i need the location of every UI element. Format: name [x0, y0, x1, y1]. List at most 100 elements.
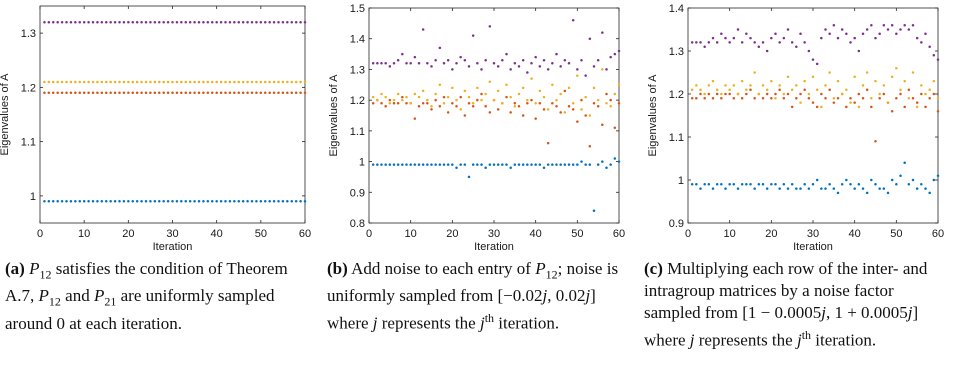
data-point — [707, 84, 711, 87]
data-point — [250, 91, 254, 95]
data-point — [52, 21, 55, 24]
data-point — [576, 68, 579, 71]
caption-text: satisfies the condition of Theorem A.7, — [5, 259, 288, 306]
y-tick-label: 1.3 — [21, 28, 36, 40]
data-point — [162, 200, 165, 203]
data-point — [250, 80, 254, 84]
data-point — [480, 98, 483, 102]
data-point — [446, 95, 450, 99]
data-point — [438, 105, 442, 108]
data-point — [171, 80, 174, 84]
data-point — [815, 178, 819, 182]
data-point — [559, 65, 562, 68]
data-point — [224, 91, 227, 95]
data-point — [197, 91, 201, 95]
data-point — [542, 95, 546, 99]
data-point — [820, 187, 823, 190]
data-point — [601, 31, 604, 34]
data-point — [82, 91, 86, 95]
data-point — [237, 200, 240, 203]
data-point — [69, 21, 73, 24]
data-point — [135, 21, 139, 24]
data-point — [405, 163, 408, 166]
caption-b: (b) Add noise to each entry of P12; nois… — [327, 258, 627, 335]
caption-text: P — [535, 259, 546, 278]
data-point — [206, 21, 210, 24]
data-point — [277, 21, 280, 24]
data-point — [392, 101, 396, 105]
data-point — [131, 200, 134, 203]
data-point — [882, 23, 886, 27]
data-point — [467, 101, 471, 105]
data-point — [82, 21, 86, 24]
x-tick-label: 50 — [255, 228, 267, 240]
data-point — [290, 80, 293, 84]
data-point — [707, 41, 711, 44]
data-point — [162, 91, 165, 95]
data-point — [87, 200, 90, 203]
data-point — [184, 200, 187, 203]
data-point — [52, 80, 55, 84]
data-point — [782, 92, 786, 96]
data-point — [882, 92, 886, 96]
data-point — [555, 98, 558, 102]
data-point — [526, 71, 529, 74]
data-point — [753, 97, 756, 100]
data-point — [551, 62, 554, 65]
data-point — [281, 200, 285, 203]
x-axis-label: Iteration — [153, 241, 193, 253]
data-point — [920, 84, 923, 87]
data-point — [774, 32, 777, 36]
data-point — [122, 80, 126, 84]
caption-text: P — [93, 286, 105, 306]
data-point — [401, 98, 404, 102]
caption-text: represents the — [694, 330, 797, 350]
data-point — [870, 105, 873, 109]
data-point — [690, 88, 694, 91]
data-point — [740, 183, 744, 186]
data-point — [890, 109, 894, 113]
data-point — [467, 65, 471, 68]
data-point — [770, 79, 773, 83]
data-point — [865, 71, 869, 74]
data-point — [60, 80, 64, 84]
data-point — [903, 105, 906, 109]
data-point — [870, 178, 873, 182]
data-point — [426, 62, 429, 65]
data-point — [720, 32, 723, 36]
data-point — [517, 105, 521, 108]
data-point — [546, 108, 550, 111]
panel-a: 0 10 20 30 40 50 60 1 1.1 1.2 1.3 Iteration Eigenval… — [0, 0, 320, 392]
data-point — [233, 91, 236, 95]
data-point — [417, 105, 421, 108]
data-point — [91, 91, 95, 95]
data-point — [711, 187, 715, 190]
caption-label: (c) — [644, 259, 663, 278]
data-point — [530, 98, 533, 102]
data-point — [521, 114, 525, 117]
caption-text: iteration. — [811, 330, 877, 350]
data-point — [131, 80, 134, 84]
x-tick-label: 20 — [765, 228, 777, 240]
data-point — [290, 200, 293, 203]
data-point — [807, 187, 811, 190]
data-point — [509, 111, 512, 114]
series-3 — [690, 23, 940, 66]
data-point — [144, 200, 148, 203]
data-point — [175, 91, 179, 95]
data-point — [695, 97, 698, 100]
data-point — [127, 91, 130, 95]
data-point — [43, 80, 46, 84]
x-tick-label: 10 — [405, 228, 417, 240]
data-point — [224, 200, 227, 203]
caption-text: are uniformly sampled around 0 at each i… — [5, 286, 275, 333]
caption-text: j — [796, 330, 802, 350]
chart-a: 0 10 20 30 40 50 60 1 1.1 1.2 1.3 Iteration Eigenval… — [0, 5, 311, 253]
data-point — [144, 80, 148, 84]
data-point — [703, 92, 706, 96]
data-point — [745, 88, 748, 91]
data-point — [728, 41, 731, 44]
data-point — [492, 62, 496, 65]
data-point — [853, 75, 856, 79]
data-point — [184, 21, 187, 24]
